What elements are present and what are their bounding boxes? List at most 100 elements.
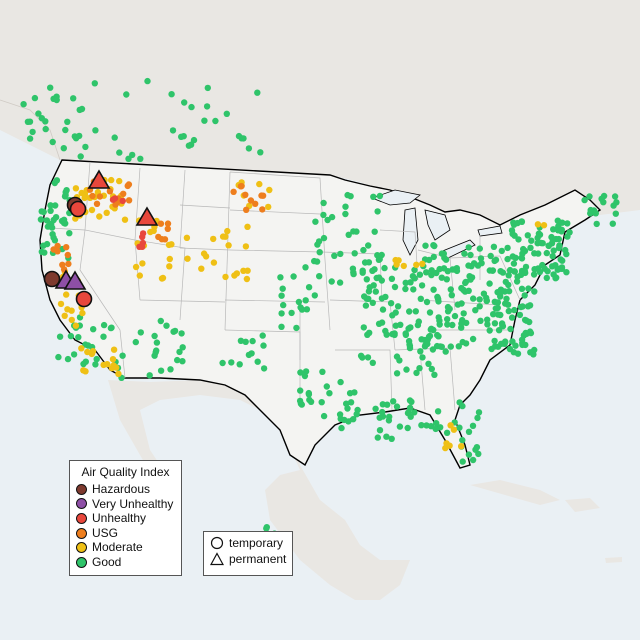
station-dot [410, 273, 416, 279]
circle-outline-icon [210, 536, 224, 550]
legend-item-unhealthy: Unhealthy [70, 511, 181, 526]
station-dot [417, 348, 423, 354]
station-dot [82, 144, 88, 150]
station-dot [358, 353, 364, 359]
station-dot [338, 425, 344, 431]
legend-item-good: Good [70, 555, 181, 570]
station-dot [50, 139, 56, 145]
station-dot [54, 177, 60, 183]
station-dot [238, 183, 244, 189]
station-dot [428, 326, 434, 332]
station-dot [78, 153, 84, 159]
station-dot [566, 229, 572, 235]
station-dot [50, 235, 56, 241]
station-dot [493, 257, 499, 263]
station-dot [499, 323, 505, 329]
station-dot [366, 288, 372, 294]
station-dot [119, 353, 125, 359]
station-dot [110, 356, 116, 362]
station-dot [108, 177, 114, 183]
station-dot [73, 135, 79, 141]
station-dot [371, 282, 377, 288]
station-dot [514, 274, 520, 280]
station-dot [484, 321, 490, 327]
station-dot [158, 368, 164, 374]
station-dot [320, 212, 326, 218]
station-dot [244, 268, 250, 274]
station-dot [539, 262, 545, 268]
station-dot [410, 286, 416, 292]
station-dot [487, 327, 493, 333]
station-dot [78, 345, 84, 351]
station-dot [444, 430, 450, 436]
station-dot [449, 266, 455, 272]
station-dot [466, 288, 472, 294]
station-dot [474, 444, 480, 450]
station-dot [556, 236, 562, 242]
station-dot [188, 104, 194, 110]
aqi-legend: Air Quality Index Hazardous Very Unhealt… [69, 460, 182, 576]
station-dot [527, 302, 533, 308]
hazardous-swatch-icon [76, 484, 87, 495]
station-dot [317, 249, 323, 255]
station-dot [38, 216, 44, 222]
station-dot [492, 320, 498, 326]
station-dot [455, 301, 461, 307]
station-dot [65, 252, 71, 258]
station-dot [366, 330, 372, 336]
station-dot [115, 371, 121, 377]
station-dot [470, 423, 476, 429]
station-dot [172, 328, 178, 334]
station-dot [526, 319, 532, 325]
station-dot [96, 213, 102, 219]
station-dot [498, 341, 504, 347]
station-dot [244, 224, 250, 230]
station-dot [466, 429, 472, 435]
station-dot [460, 458, 466, 464]
station-dot [162, 236, 168, 242]
station-dot [413, 308, 419, 314]
station-dot [154, 339, 160, 345]
station-dot [497, 268, 503, 274]
station-dot [535, 250, 541, 256]
station-dot [491, 338, 497, 344]
legend-label: temporary [229, 535, 283, 551]
station-dot [447, 306, 453, 312]
station-dot [383, 434, 389, 440]
station-dot [504, 245, 510, 251]
station-dot [462, 280, 468, 286]
station-dot [312, 219, 318, 225]
station-dot [265, 204, 271, 210]
station-dot [461, 310, 467, 316]
station-dot [488, 253, 494, 259]
station-dot [243, 207, 249, 213]
station-dot [459, 403, 465, 409]
station-dot [140, 230, 146, 236]
station-dot [337, 251, 343, 257]
station-dot [158, 318, 164, 324]
station-dot [379, 319, 385, 325]
station-dot [41, 249, 47, 255]
station-dot [308, 399, 314, 405]
station-dot [166, 242, 172, 248]
station-dot [519, 218, 525, 224]
station-dot [151, 333, 157, 339]
station-dot [158, 221, 164, 227]
station-dot [354, 411, 360, 417]
station-dot [423, 269, 429, 275]
triangle-outline-icon [210, 552, 224, 566]
station-dot [116, 149, 122, 155]
station-dot [252, 201, 258, 207]
station-dot [256, 181, 262, 187]
station-dot [290, 273, 296, 279]
station-dot [515, 236, 521, 242]
station-dot [260, 342, 266, 348]
station-dot [519, 286, 525, 292]
station-dot [52, 202, 58, 208]
station-dot [448, 286, 454, 292]
legend-label: USG [92, 526, 118, 541]
station-dot [470, 457, 476, 463]
monitor-type-legend: temporary permanent [203, 531, 293, 576]
station-dot [430, 287, 436, 293]
station-dot [259, 206, 265, 212]
